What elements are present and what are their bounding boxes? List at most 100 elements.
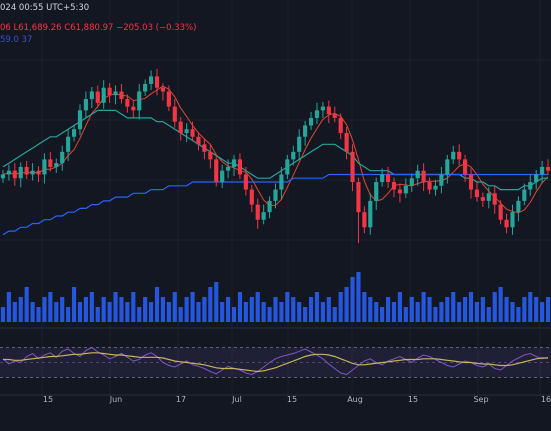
candle-body	[30, 170, 35, 175]
candle-body	[522, 189, 527, 201]
candle-body	[125, 99, 130, 107]
volume-pane	[0, 272, 551, 329]
candle-body	[131, 106, 136, 111]
volume-bar	[267, 307, 272, 322]
volume-bar	[433, 307, 438, 322]
candle-body	[468, 174, 474, 190]
volume-bar	[18, 297, 23, 322]
volume-bar	[326, 297, 331, 322]
candle-body	[403, 185, 408, 194]
volume-bar	[480, 297, 485, 322]
candle-body	[356, 182, 361, 213]
candle-body	[71, 129, 77, 137]
volume-bar	[285, 292, 290, 322]
candle-body	[36, 170, 41, 175]
candle-body	[326, 106, 331, 115]
x-tick-label: Aug	[347, 395, 363, 404]
candle-body	[255, 204, 260, 220]
candle-body	[320, 106, 325, 111]
candle-body	[190, 129, 195, 137]
candle-body	[42, 159, 47, 175]
volume-bar	[362, 292, 367, 322]
candle-body	[24, 166, 29, 175]
candle-body	[60, 151, 65, 164]
x-tick-label: 17	[176, 395, 186, 404]
candle-body	[528, 182, 533, 190]
volume-bar	[279, 302, 284, 322]
volume-bar	[249, 297, 254, 322]
candle-body	[344, 132, 349, 152]
volume-bar	[36, 307, 41, 322]
volume-bar	[273, 297, 278, 322]
candle-body	[350, 151, 355, 183]
x-tick-label: Jul	[231, 395, 242, 404]
volume-bar	[332, 307, 337, 322]
volume-bar	[350, 277, 355, 322]
candle-body	[243, 174, 248, 190]
volume-bar	[540, 302, 545, 322]
candle-body	[486, 193, 491, 201]
x-tick-label: 15	[408, 395, 418, 404]
candle-body	[303, 125, 308, 137]
volume-bar	[6, 292, 11, 322]
candle-body	[66, 136, 71, 152]
candle-body	[119, 91, 124, 100]
candle-body	[285, 159, 290, 175]
candle-body	[95, 91, 100, 103]
candle-body	[202, 144, 207, 152]
candle-body	[415, 170, 420, 179]
candle-body	[451, 151, 456, 160]
volume-bar	[528, 292, 533, 322]
x-tick-label: Sep	[473, 395, 488, 404]
volume-bar	[314, 292, 320, 322]
volume-bar	[545, 297, 551, 322]
candle-body	[374, 182, 379, 201]
volume-bar	[356, 272, 361, 322]
grid-lines	[0, 0, 551, 395]
candle-body	[397, 189, 402, 194]
candle-body	[338, 117, 343, 133]
candle-body	[267, 200, 272, 213]
volume-bar	[409, 297, 414, 322]
volume-bar	[320, 302, 325, 322]
volume-bar	[131, 292, 136, 322]
candle-body	[6, 170, 11, 175]
x-tick-label: 15	[287, 395, 297, 404]
volume-bar	[149, 302, 154, 322]
volume-bar	[172, 292, 177, 322]
volume-bar	[510, 302, 515, 322]
volume-bar	[255, 292, 260, 322]
volume-bar	[30, 302, 35, 322]
x-tick-label: 15	[43, 395, 53, 404]
candle-body	[166, 91, 171, 107]
volume-bar	[119, 297, 124, 322]
volume-bar	[48, 292, 53, 322]
candle-body	[83, 99, 88, 111]
candle-body	[154, 76, 160, 88]
candle-body	[291, 151, 296, 160]
candle-body	[492, 193, 497, 205]
candle-body	[480, 197, 485, 201]
rsi-ma-line	[3, 352, 548, 373]
candle-body	[214, 159, 219, 183]
volume-bar	[486, 307, 491, 322]
volume-bar	[143, 297, 148, 322]
volume-bar	[421, 292, 426, 322]
candle-body	[474, 189, 480, 198]
volume-bar	[522, 297, 527, 322]
x-axis: 15 Jun 17 Jul 15 Aug 15 Sep 16	[0, 394, 551, 404]
candle-body	[332, 114, 337, 118]
candle-body	[160, 87, 166, 92]
candle-body	[409, 178, 414, 186]
volume-bar	[463, 297, 468, 322]
volume-bar	[308, 297, 314, 322]
candle-body	[445, 159, 450, 175]
candle-body	[534, 174, 539, 183]
candle-body	[540, 166, 545, 175]
candle-body	[279, 174, 284, 190]
volume-bar	[220, 302, 225, 322]
candle-body	[368, 200, 373, 228]
volume-bar	[391, 302, 397, 322]
volume-bar	[439, 302, 444, 322]
